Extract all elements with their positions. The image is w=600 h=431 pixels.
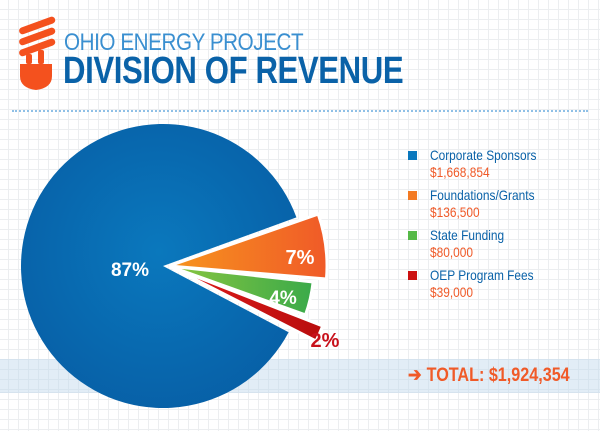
arrow-right-icon: ➔ <box>408 365 422 386</box>
total-label: TOTAL: $1,924,354 <box>426 365 570 386</box>
legend-label: OEP Program Fees <box>430 267 534 283</box>
pie-label-2pct: 2% <box>311 330 340 352</box>
pie-label-7pct: 7% <box>286 247 315 269</box>
total: ➔ TOTAL: $1,924,354 <box>408 364 570 387</box>
divider <box>12 110 588 112</box>
pie-slice-oep-program-fees <box>168 264 325 343</box>
subtitle: OHIO ENERGY PROJECT <box>64 29 304 56</box>
legend-value: $39,000 <box>430 284 474 300</box>
legend-swatch <box>408 231 417 240</box>
pie-slice-foundations-grants <box>168 212 329 281</box>
legend-label: Foundations/Grants <box>430 187 535 203</box>
legend-swatch <box>408 191 417 200</box>
legend-label: Corporate Sponsors <box>430 147 537 163</box>
legend-value: $136,500 <box>430 204 480 220</box>
pie-slice-state-funding <box>168 264 315 317</box>
legend-swatch <box>408 271 417 280</box>
pie-slice-corporate-sponsors <box>20 124 297 409</box>
legend-value: $80,000 <box>430 244 474 260</box>
lightbulb-icon <box>19 16 56 90</box>
page-title: DIVISION OF REVENUE <box>63 50 404 92</box>
legend-label: State Funding <box>430 227 505 243</box>
pie-label-4pct: 4% <box>269 288 297 309</box>
pie-label-87pct: 87% <box>111 260 149 281</box>
legend-swatch <box>408 151 417 160</box>
legend-value: $1,668,854 <box>430 164 490 180</box>
